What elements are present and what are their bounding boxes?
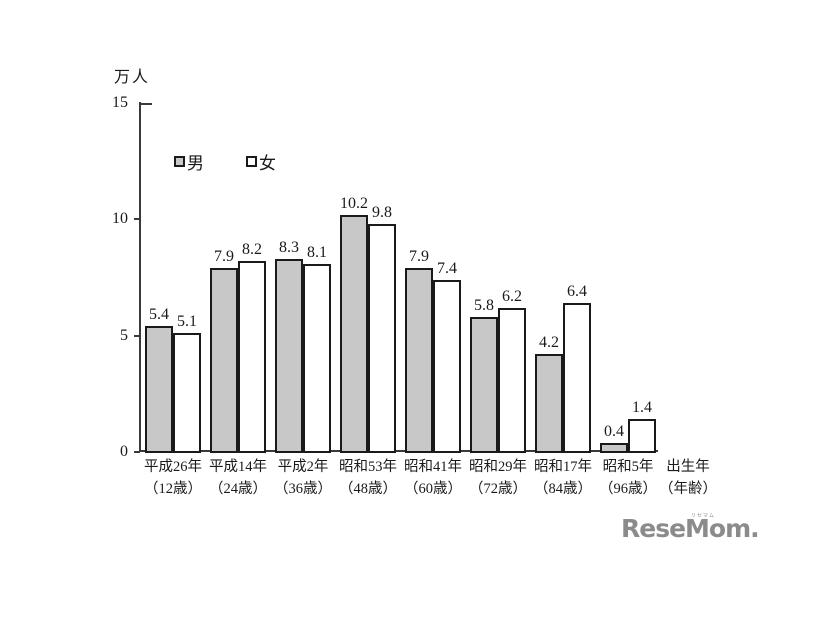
bar-female: [368, 223, 396, 453]
value-label: 6.2: [502, 287, 522, 305]
bar-male: [600, 442, 628, 453]
category-label-year: 昭和17年: [534, 459, 592, 475]
y-tick-mark: [140, 103, 152, 105]
category-label-year: 昭和5年: [602, 459, 654, 475]
value-label: 5.4: [149, 306, 169, 324]
category-label-year: 平成2年: [277, 459, 329, 475]
y-axis-unit-label: 万人: [114, 69, 151, 86]
logo-ruby-text: リセマム: [691, 513, 716, 519]
bar-female: [238, 261, 266, 453]
y-tick-label: 10: [112, 210, 128, 228]
legend: 男 女: [174, 149, 276, 174]
category-label: 昭和41年 （60歳）: [391, 457, 475, 500]
value-label: 8.3: [279, 238, 299, 256]
category-label-age: （36歳）: [274, 480, 332, 497]
value-label: 4.2: [539, 334, 559, 352]
category-label: 平成14年 （24歳）: [196, 457, 280, 500]
bar-male: [405, 268, 433, 453]
category-label: 昭和53年 （48歳）: [326, 457, 410, 500]
category-label-age: （72歳）: [469, 480, 527, 497]
category-label: 昭和5年 （96歳）: [586, 457, 670, 500]
bar-female: [173, 333, 201, 453]
category-label-age: （24歳）: [209, 480, 267, 497]
value-label: 10.2: [340, 194, 368, 212]
value-label: 9.8: [372, 203, 392, 221]
x-axis-note-line1: 出生年: [666, 459, 710, 475]
legend-female-label: 女: [259, 154, 276, 173]
legend-male-swatch-icon: [174, 156, 185, 167]
category-label-year: 昭和53年: [339, 459, 397, 475]
y-tick-label: 0: [120, 443, 128, 460]
y-tick-mark: [134, 334, 140, 337]
bar-female: [628, 419, 656, 453]
legend-item-male: 男: [174, 149, 204, 174]
category-label: 平成26年 （12歳）: [131, 457, 215, 500]
category-label-age: （60歳）: [404, 480, 462, 497]
category-label-age: （12歳）: [144, 480, 202, 497]
value-label: 0.4: [604, 422, 624, 440]
x-axis-line: [139, 450, 658, 452]
bar-female: [303, 263, 331, 453]
logo-text: ReseMom.: [621, 514, 760, 543]
y-axis-line: [139, 102, 141, 452]
x-axis-note-line2: （年齢）: [659, 480, 717, 497]
value-label: 5.1: [177, 313, 197, 331]
value-label: 7.9: [409, 248, 429, 266]
y-tick-mark: [134, 451, 140, 453]
category-label-age: （96歳）: [599, 480, 657, 497]
bar-female: [433, 279, 461, 453]
value-label: 6.4: [567, 283, 587, 301]
bar-male: [535, 354, 563, 453]
bar-male: [275, 258, 303, 453]
value-label: 8.1: [307, 243, 327, 261]
category-label: 平成2年 （36歳）: [261, 457, 345, 500]
y-tick-mark: [134, 218, 140, 221]
legend-item-female: 女: [246, 149, 276, 174]
category-label-year: 平成14年: [209, 459, 267, 475]
category-label-age: （84歳）: [534, 480, 592, 497]
y-tick-label: 15: [112, 94, 128, 111]
y-tick-label: 5: [120, 326, 128, 344]
legend-male-label: 男: [187, 154, 204, 173]
value-label: 5.8: [474, 297, 494, 315]
bar-female: [498, 307, 526, 453]
value-label: 7.9: [214, 248, 234, 266]
category-label: 昭和29年 （72歳）: [456, 457, 540, 500]
legend-female-swatch-icon: [246, 156, 257, 167]
category-label: 昭和17年 （84歳）: [521, 457, 605, 500]
category-label-year: 昭和41年: [404, 459, 462, 475]
category-label-year: 平成26年: [144, 459, 202, 475]
x-axis-note: 出生年 （年齢）: [652, 457, 724, 500]
bar-male: [470, 317, 498, 453]
bar-male: [210, 268, 238, 453]
resemom-logo: リセマム ReseMom.: [621, 513, 760, 543]
category-label-age: （48歳）: [339, 480, 397, 497]
bar-female: [563, 303, 591, 453]
bar-male: [340, 214, 368, 453]
value-label: 1.4: [632, 399, 652, 417]
value-label: 7.4: [437, 259, 457, 277]
category-label-year: 昭和29年: [469, 459, 527, 475]
value-label: 8.2: [242, 241, 262, 259]
bar-male: [145, 326, 173, 453]
